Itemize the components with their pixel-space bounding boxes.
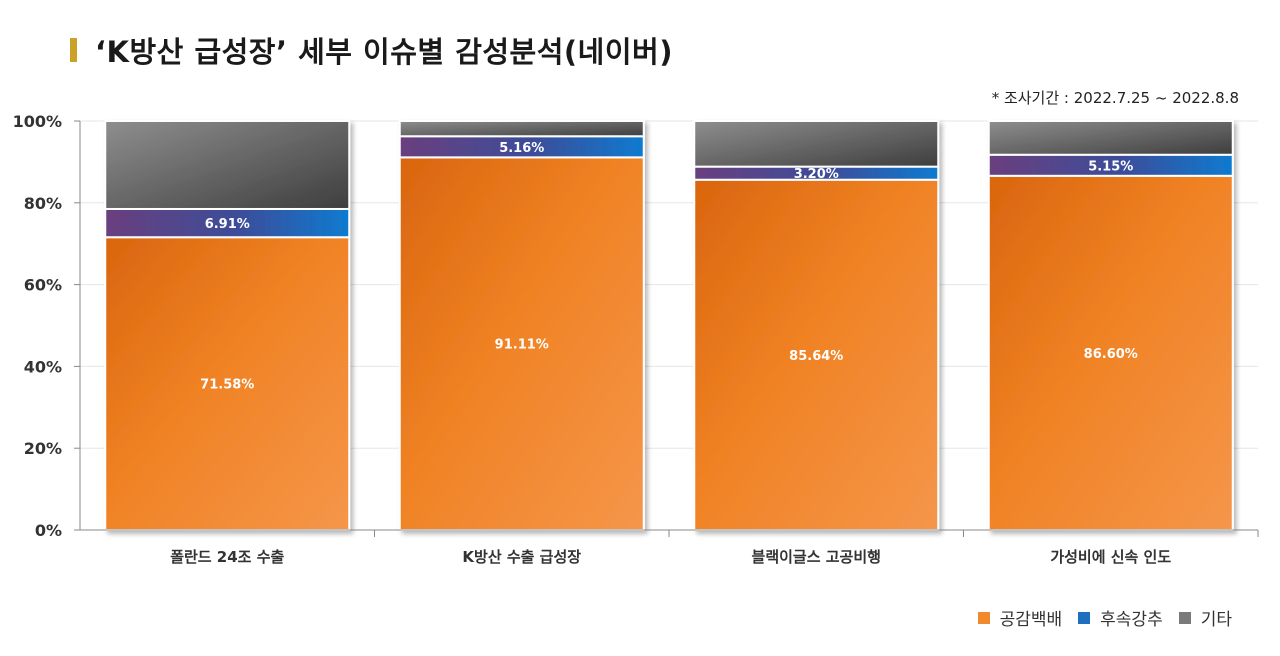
y-tick-label: 80% <box>24 194 62 213</box>
y-tick-label: 100% <box>13 112 62 131</box>
data-label-recommend: 6.91% <box>205 217 250 232</box>
legend-label: 공감백배 <box>999 610 1063 630</box>
x-tick-label: 가성비에 신속 인도 <box>1050 548 1171 566</box>
legend-item-other: 기타 <box>1178 605 1232 630</box>
bar-segment-other <box>987 120 1234 156</box>
chart-title: ‘K방산 급성장’ 세부 이슈별 감성분석(네이버) <box>95 35 673 69</box>
data-label-empathy: 91.11% <box>495 338 549 353</box>
data-label-recommend: 5.16% <box>499 141 544 156</box>
title-marker <box>70 38 77 62</box>
x-tick-label: 블랙이글스 고공비행 <box>752 548 881 566</box>
x-tick-label: K방산 수출 급성장 <box>462 548 581 566</box>
legend-label: 기타 <box>1200 610 1232 630</box>
data-label-recommend: 5.15% <box>1088 159 1133 174</box>
legend-swatch <box>977 611 990 624</box>
legend-item-recommend: 후속강추 <box>1078 605 1163 630</box>
x-tick-label: 폴란드 24조 수출 <box>170 548 284 566</box>
bar-stack <box>398 120 645 531</box>
data-label-empathy: 85.64% <box>789 349 843 364</box>
y-tick-label: 0% <box>35 521 62 540</box>
survey-period: * 조사기간 : 2022.7.25 ~ 2022.8.8 <box>991 89 1239 107</box>
axes: 0% 20% 40% 60% 80% 100% 폴란드 24조 수출 K방산 수출 급성장 블랙… <box>13 112 1259 566</box>
bars: 71.58% 6.91% 91.11% 5.16% 85.64% 3.20% 86.60% 5… <box>104 120 1234 532</box>
data-label-recommend: 3.20% <box>794 167 839 182</box>
legend-item-empathy: 공감백배 <box>977 605 1063 630</box>
legend-label: 후속강추 <box>1100 610 1163 630</box>
data-label-empathy: 71.58% <box>200 378 254 393</box>
y-tick-label: 40% <box>24 357 62 376</box>
bar-stack <box>104 120 351 531</box>
bar-segment-empathy <box>693 178 940 532</box>
bar-segment-other <box>398 120 645 138</box>
bar-segment-empathy <box>987 174 1234 531</box>
legend-swatch <box>1078 611 1091 624</box>
title-area: ‘K방산 급성장’ 세부 이슈별 감성분석(네이버) <box>70 28 673 72</box>
legend: 공감백배 후속강추 기타 <box>962 605 1232 630</box>
legend-swatch <box>1178 611 1191 624</box>
y-tick-label: 60% <box>24 276 62 295</box>
bar-stack <box>693 120 940 532</box>
data-label-empathy: 86.60% <box>1084 347 1138 362</box>
y-tick-label: 20% <box>24 439 62 458</box>
bar-segment-other <box>104 120 351 210</box>
bar-stack <box>987 120 1234 531</box>
bar-segment-other <box>693 120 940 168</box>
